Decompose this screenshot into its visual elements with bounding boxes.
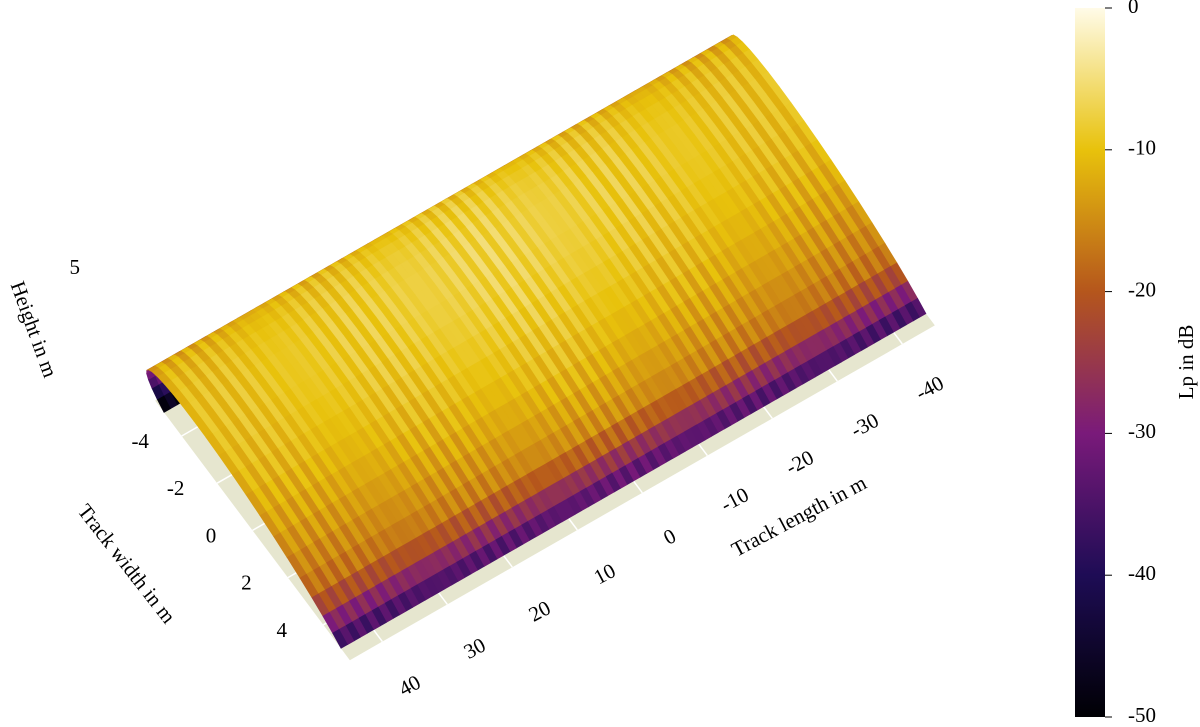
x-tick-label: 30 bbox=[460, 633, 490, 664]
x-tick-label: -10 bbox=[717, 482, 753, 516]
x-tick-label: 40 bbox=[395, 670, 425, 701]
z-axis-title: Height in m bbox=[6, 278, 63, 380]
colorbar-tick-label: -30 bbox=[1128, 419, 1156, 443]
y-tick-label: 0 bbox=[206, 523, 217, 547]
colorbar-tick-label: -50 bbox=[1128, 703, 1156, 727]
surface bbox=[332, 629, 348, 649]
y-tick-label: 4 bbox=[277, 618, 288, 642]
z-tick-label: 5 bbox=[70, 255, 81, 279]
x-tick-label: 0 bbox=[659, 524, 680, 550]
y-tick-label: -4 bbox=[131, 429, 149, 453]
scene bbox=[146, 34, 935, 661]
y-axis-title: Track width in m bbox=[73, 499, 181, 628]
colorbar-tick-label: -10 bbox=[1128, 136, 1156, 160]
x-tick-label: 10 bbox=[590, 558, 620, 589]
x-tick-label: 20 bbox=[525, 596, 555, 627]
y-tick-label: -2 bbox=[167, 476, 185, 500]
colorbar-tick-label: -20 bbox=[1128, 277, 1156, 301]
colorbar-tick-label: 0 bbox=[1128, 0, 1139, 18]
colorbar-tick-label: -40 bbox=[1128, 561, 1156, 585]
colorbar bbox=[1075, 8, 1105, 717]
x-tick-label: -20 bbox=[782, 445, 818, 479]
x-tick-label: -40 bbox=[912, 371, 948, 405]
y-tick-label: 2 bbox=[241, 571, 252, 595]
x-tick-label: -30 bbox=[847, 408, 883, 442]
colorbar-title: Lp in dB bbox=[1174, 325, 1198, 400]
x-axis-title: Track length in m bbox=[727, 470, 870, 561]
